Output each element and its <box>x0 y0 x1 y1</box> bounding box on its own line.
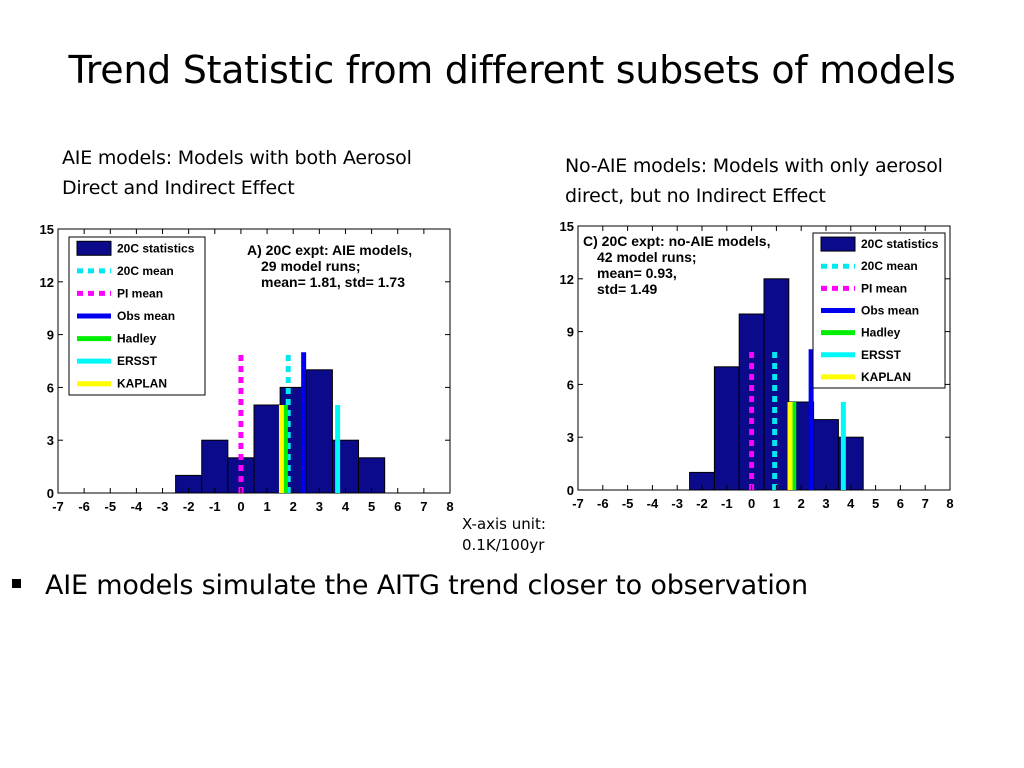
x-tick-label: -5 <box>622 496 634 511</box>
x-tick-label: 5 <box>368 499 375 514</box>
x-tick-label: 0 <box>748 496 755 511</box>
x-tick-label: 1 <box>263 499 270 514</box>
legend-label: KAPLAN <box>117 377 167 391</box>
legend-label: 20C statistics <box>117 241 195 255</box>
y-tick-label: 6 <box>567 377 574 392</box>
slide-title: Trend Statistic from different subsets o… <box>68 48 956 92</box>
annotation-line: A) 20C expt: AIE models, <box>247 242 412 258</box>
x-axis-unit-note: X-axis unit: 0.1K/100yr <box>462 514 546 556</box>
y-tick-label: 3 <box>47 433 54 448</box>
x-tick-label: -3 <box>157 499 169 514</box>
x-tick-label: -7 <box>52 499 64 514</box>
x-tick-label: 3 <box>316 499 323 514</box>
bullet-text: AIE models simulate the AITG trend close… <box>45 570 808 601</box>
legend-label: 20C mean <box>861 259 918 273</box>
caption-line: No-AIE models: Models with only aerosol <box>565 155 943 177</box>
caption-no-aie-models: No-AIE models: Models with only aerosol … <box>565 151 943 211</box>
legend-label: PI mean <box>861 281 907 295</box>
x-tick-label: -2 <box>696 496 708 511</box>
y-tick-label: 3 <box>567 430 574 445</box>
histogram-bar <box>713 366 740 491</box>
histogram-bar <box>763 278 790 491</box>
legend-label: ERSST <box>861 348 902 362</box>
x-tick-label: 5 <box>872 496 879 511</box>
x-tick-label: 0 <box>237 499 244 514</box>
x-tick-label: -6 <box>597 496 609 511</box>
x-tick-label: -6 <box>78 499 90 514</box>
x-tick-label: 4 <box>847 496 855 511</box>
caption-aie-models: AIE models: Models with both Aerosol Dir… <box>62 143 412 203</box>
annotation-line: mean= 1.81, std= 1.73 <box>261 274 405 290</box>
x-tick-label: 3 <box>822 496 829 511</box>
x-tick-label: -3 <box>671 496 683 511</box>
histogram-bar <box>813 419 839 491</box>
x-tick-label: -1 <box>721 496 733 511</box>
legend-label: Obs mean <box>117 309 175 323</box>
x-tick-label: 4 <box>342 499 350 514</box>
x-tick-label: 8 <box>446 499 453 514</box>
annotation-line: 42 model runs; <box>597 249 697 265</box>
annotation-line: C) 20C expt: no-AIE models, <box>583 233 770 249</box>
x-tick-label: 7 <box>922 496 929 511</box>
legend-label: Hadley <box>861 326 901 340</box>
x-tick-label: 8 <box>946 496 953 511</box>
legend-swatch-bar <box>820 236 856 252</box>
square-bullet-icon <box>12 579 21 588</box>
x-tick-label: 7 <box>420 499 427 514</box>
bullet-point: AIE models simulate the AITG trend close… <box>12 570 808 601</box>
caption-line: AIE models: Models with both Aerosol <box>62 147 412 169</box>
y-tick-label: 6 <box>47 380 54 395</box>
y-tick-label: 9 <box>47 328 54 343</box>
caption-line: Direct and Indirect Effect <box>62 177 295 199</box>
legend-label: PI mean <box>117 286 163 300</box>
legend-label: Obs mean <box>861 304 919 318</box>
legend-swatch-bar <box>76 240 112 256</box>
x-tick-label: -1 <box>209 499 221 514</box>
legend-label: Hadley <box>117 332 157 346</box>
legend-label: ERSST <box>117 354 158 368</box>
annotation-line: mean= 0.93, <box>597 265 677 281</box>
y-tick-label: 15 <box>560 219 574 234</box>
x-tick-label: -4 <box>131 499 143 514</box>
legend-label: KAPLAN <box>861 370 911 384</box>
x-tick-label: -7 <box>572 496 584 511</box>
y-tick-label: 9 <box>567 325 574 340</box>
histogram-bar <box>253 404 281 494</box>
x-tick-label: 6 <box>394 499 401 514</box>
caption-line: direct, but no Indirect Effect <box>565 185 826 207</box>
unit-line: X-axis unit: <box>462 515 546 533</box>
unit-line: 0.1K/100yr <box>462 536 545 554</box>
histogram-bar <box>201 439 229 494</box>
annotation-line: std= 1.49 <box>597 281 658 297</box>
x-tick-label: -2 <box>183 499 195 514</box>
x-tick-label: -4 <box>647 496 659 511</box>
y-tick-label: 0 <box>47 486 54 501</box>
y-tick-label: 12 <box>560 272 574 287</box>
x-tick-label: -5 <box>104 499 116 514</box>
y-tick-label: 15 <box>40 222 54 237</box>
legend-label: 20C statistics <box>861 237 939 251</box>
histogram-bar <box>305 369 333 494</box>
histogram-bar <box>358 457 386 494</box>
annotation-line: 29 model runs; <box>261 258 361 274</box>
legend-label: 20C mean <box>117 264 174 278</box>
y-tick-label: 12 <box>40 275 54 290</box>
x-tick-label: 6 <box>897 496 904 511</box>
x-tick-label: 1 <box>773 496 780 511</box>
x-tick-label: 2 <box>290 499 297 514</box>
y-tick-label: 0 <box>567 483 574 498</box>
x-tick-label: 2 <box>798 496 805 511</box>
